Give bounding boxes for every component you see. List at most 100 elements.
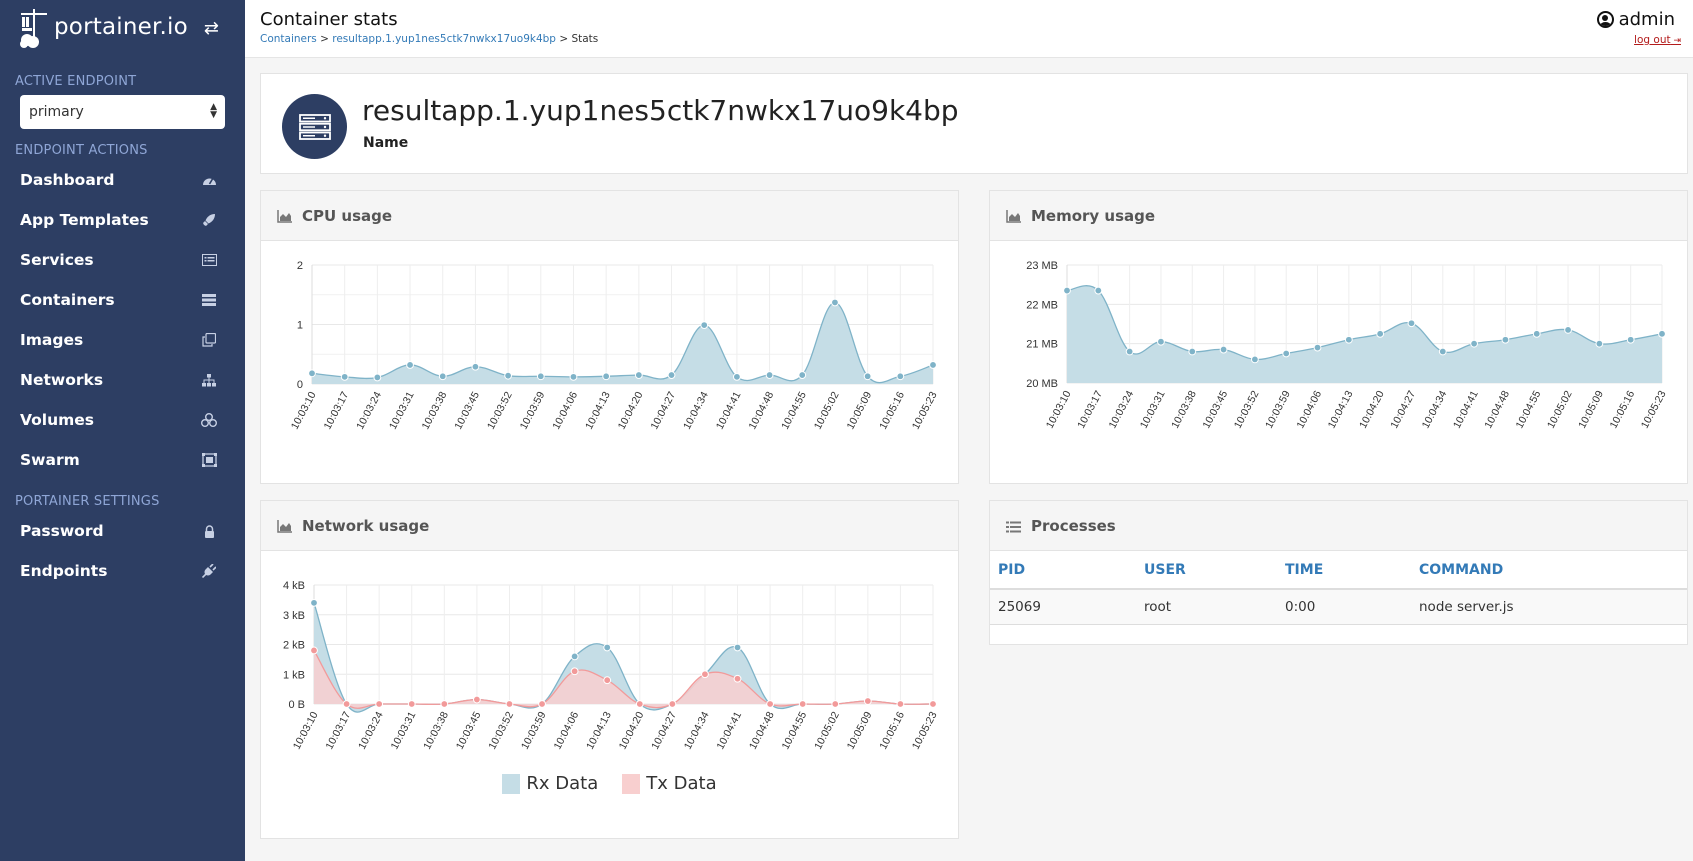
portainer-logo-icon[interactable]	[18, 5, 50, 49]
data-point[interactable]	[340, 372, 349, 381]
data-point[interactable]	[438, 372, 447, 381]
endpoint-select[interactable]: primary ▲ ▼	[20, 95, 225, 129]
data-point[interactable]	[310, 598, 318, 607]
data-point[interactable]	[504, 371, 513, 380]
data-point[interactable]	[1532, 329, 1541, 338]
x-tick-label: 10:04:13	[584, 710, 614, 752]
x-tick-label: 10:03:38	[421, 710, 451, 752]
data-point[interactable]	[1626, 335, 1635, 344]
sidebar-item-endpoints[interactable]: Endpoints	[0, 551, 245, 591]
sidebar-item-volumes[interactable]: Volumes	[0, 400, 245, 440]
data-point[interactable]	[929, 361, 937, 369]
data-point[interactable]	[1658, 329, 1666, 338]
data-point[interactable]	[896, 372, 905, 381]
data-point[interactable]	[310, 646, 318, 655]
data-point[interactable]	[1595, 339, 1604, 348]
panel-title: CPU usage	[302, 206, 393, 225]
data-point[interactable]	[603, 643, 612, 652]
data-point[interactable]	[373, 373, 382, 382]
data-point[interactable]	[1282, 349, 1291, 358]
data-point[interactable]	[1188, 347, 1197, 356]
logout-link[interactable]: log out ⇥	[1634, 34, 1681, 46]
data-point[interactable]	[440, 700, 449, 708]
lock-icon	[201, 523, 217, 539]
data-point[interactable]	[733, 643, 742, 652]
x-tick-label: 10:03:31	[1138, 389, 1168, 431]
sidebar-item-services[interactable]: Services	[0, 240, 245, 280]
sidebar-item-password[interactable]: Password	[0, 511, 245, 551]
data-point[interactable]	[308, 369, 316, 378]
data-point[interactable]	[1376, 329, 1385, 338]
column-header-pid[interactable]: PID	[990, 551, 1136, 590]
data-point[interactable]	[896, 700, 905, 708]
breadcrumb-containers-link[interactable]: Containers	[260, 33, 317, 45]
x-tick-label: 10:04:48	[747, 710, 777, 752]
table-header-row: PID USER TIME COMMAND	[990, 551, 1687, 590]
data-point[interactable]	[798, 700, 807, 708]
data-point[interactable]	[634, 371, 643, 379]
data-point[interactable]	[603, 676, 612, 685]
data-point[interactable]	[929, 700, 937, 708]
sidebar-item-dashboard[interactable]: Dashboard	[0, 160, 245, 200]
x-tick-label: 10:03:10	[291, 710, 321, 752]
data-point[interactable]	[863, 697, 872, 705]
data-point[interactable]	[635, 700, 644, 708]
data-point[interactable]	[536, 372, 545, 381]
data-point[interactable]	[766, 700, 775, 708]
data-point[interactable]	[570, 652, 579, 661]
data-point[interactable]	[700, 321, 709, 329]
data-point[interactable]	[798, 371, 807, 379]
sidebar-item-images[interactable]: Images	[0, 320, 245, 360]
data-point[interactable]	[570, 667, 579, 676]
data-point[interactable]	[1470, 339, 1479, 348]
data-point[interactable]	[1157, 337, 1165, 346]
data-point[interactable]	[1313, 343, 1322, 352]
data-point[interactable]	[407, 700, 416, 708]
brand-name[interactable]: portainer.io	[54, 14, 188, 40]
data-point[interactable]	[1063, 286, 1071, 295]
data-point[interactable]	[569, 372, 578, 381]
data-point[interactable]	[1407, 319, 1416, 328]
data-point[interactable]	[342, 700, 351, 708]
column-header-time[interactable]: TIME	[1277, 551, 1411, 590]
data-point[interactable]	[733, 674, 742, 683]
x-tick-label: 10:04:34	[681, 390, 711, 432]
data-point[interactable]	[1344, 335, 1353, 344]
data-point[interactable]	[1438, 347, 1447, 356]
data-point[interactable]	[765, 371, 774, 379]
sidebar-item-containers[interactable]: Containers	[0, 280, 245, 320]
data-point[interactable]	[732, 372, 741, 381]
toggle-sidebar-icon[interactable]: ⇄	[203, 18, 219, 39]
legend-item-tx[interactable]: Tx Data	[622, 773, 717, 794]
column-header-command[interactable]: COMMAND	[1411, 551, 1687, 590]
breadcrumb-container-link[interactable]: resultapp.1.yup1nes5ctk7nwkx17uo9k4bp	[332, 33, 556, 45]
data-point[interactable]	[505, 700, 514, 708]
data-point[interactable]	[538, 700, 546, 708]
data-point[interactable]	[1125, 347, 1134, 356]
data-point[interactable]	[602, 372, 611, 381]
data-point[interactable]	[831, 298, 839, 307]
legend-item-rx[interactable]: Rx Data	[502, 773, 598, 794]
data-point[interactable]	[406, 361, 414, 369]
data-point[interactable]	[701, 670, 709, 679]
panel-heading: Processes	[990, 501, 1687, 551]
data-point[interactable]	[1501, 335, 1510, 344]
sidebar-item-swarm[interactable]: Swarm	[0, 440, 245, 480]
x-tick-label: 10:03:31	[387, 390, 417, 432]
data-point[interactable]	[1250, 355, 1259, 364]
data-point[interactable]	[472, 695, 481, 704]
data-point[interactable]	[1564, 326, 1572, 334]
sidebar-item-app-templates[interactable]: App Templates	[0, 200, 245, 240]
data-point[interactable]	[1219, 345, 1228, 354]
data-point[interactable]	[831, 700, 840, 708]
column-header-user[interactable]: USER	[1136, 551, 1277, 590]
legend-swatch	[622, 773, 641, 794]
data-point[interactable]	[668, 700, 677, 708]
sidebar-item-networks[interactable]: Networks	[0, 360, 245, 400]
data-point[interactable]	[667, 371, 676, 379]
data-point[interactable]	[1094, 286, 1103, 295]
data-point[interactable]	[375, 700, 384, 708]
x-tick-label: 10:03:45	[454, 710, 484, 752]
data-point[interactable]	[471, 362, 480, 371]
data-point[interactable]	[863, 372, 872, 381]
